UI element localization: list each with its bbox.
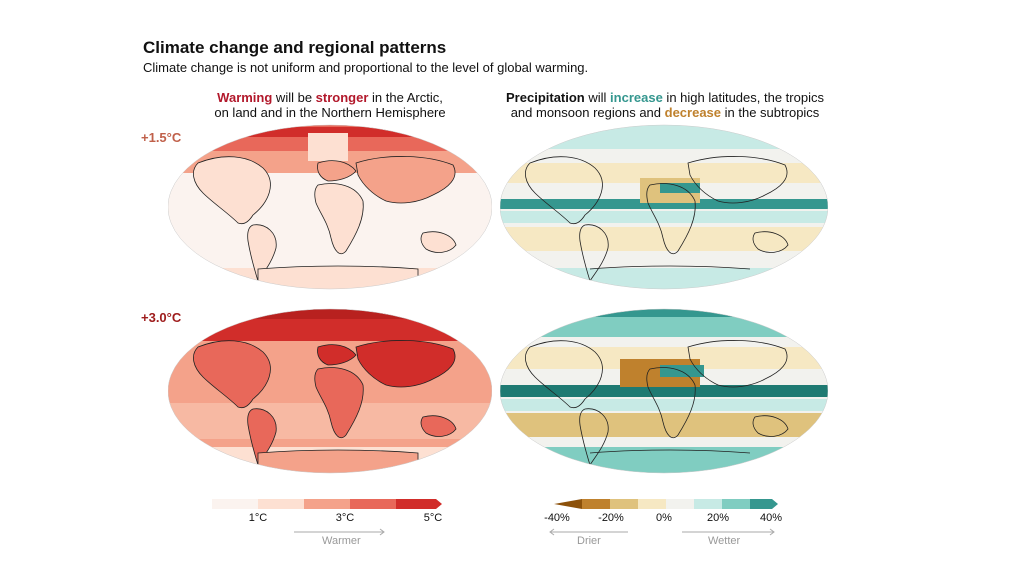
drier-label: Drier <box>577 535 601 547</box>
temperature-colorbar <box>212 499 442 509</box>
header-text: in the subtropics <box>721 105 820 120</box>
precipitation-colorbar <box>554 499 778 509</box>
warming-keyword: Warming <box>217 90 273 105</box>
colorbar-segment <box>750 499 778 509</box>
warmer-label: Warmer <box>322 535 361 547</box>
precip-tick-40: 40% <box>759 512 783 524</box>
temp-tick-3: 3°C <box>335 512 355 524</box>
temp-tick-5: 5°C <box>423 512 443 524</box>
colorbar-segment <box>722 499 750 509</box>
temperature-map-3-0 <box>168 308 492 474</box>
header-text: in the Arctic, <box>368 90 443 105</box>
increase-keyword: increase <box>610 90 663 105</box>
precipitation-map-1-5 <box>500 124 828 290</box>
colorbar-segment <box>258 499 304 509</box>
figure-title: Climate change and regional patterns <box>143 38 447 57</box>
precipitation-map-3-0 <box>500 308 828 474</box>
precipitation-column-header: Precipitation will increase in high lati… <box>480 90 850 120</box>
temperature-column-header: Warming will be stronger in the Arctic, … <box>170 90 490 120</box>
header-text: and monsoon regions and <box>510 105 665 120</box>
header-text: in high latitudes, the tropics <box>662 90 824 105</box>
colorbar-segment <box>304 499 350 509</box>
wetter-label: Wetter <box>708 535 741 547</box>
colorbar-segment <box>582 499 610 509</box>
colorbar-segment <box>638 499 666 509</box>
row-label-3-0: +3.0°C <box>141 310 182 325</box>
row-label-1-5: +1.5°C <box>141 130 182 145</box>
figure-subtitle: Climate change is not uniform and propor… <box>143 60 589 75</box>
header-text: will be <box>272 90 316 105</box>
temperature-map-1-5 <box>168 124 492 290</box>
precip-tick-20: 20% <box>706 512 730 524</box>
header-text: will <box>584 90 611 105</box>
colorbar-segment <box>666 499 694 509</box>
stronger-keyword: stronger <box>315 90 369 105</box>
precip-tick-0: 0% <box>656 512 672 524</box>
precipitation-keyword: Precipitation <box>506 90 585 105</box>
header-text: on land and in the Northern Hemisphere <box>214 105 446 120</box>
colorbar-segment <box>694 499 722 509</box>
precip-tick-minus20: -20% <box>598 512 624 524</box>
colorbar-segment <box>610 499 638 509</box>
colorbar-segment <box>396 499 442 509</box>
wetter-arrow-icon <box>682 528 775 536</box>
decrease-keyword: decrease <box>664 105 722 120</box>
colorbar-segment <box>554 499 582 509</box>
colorbar-segment <box>212 499 258 509</box>
temp-tick-1: 1°C <box>248 512 268 524</box>
precip-tick-minus40: -40% <box>544 512 570 524</box>
colorbar-segment <box>350 499 396 509</box>
warmer-arrow-icon <box>294 528 385 536</box>
drier-arrow-icon <box>549 528 628 536</box>
